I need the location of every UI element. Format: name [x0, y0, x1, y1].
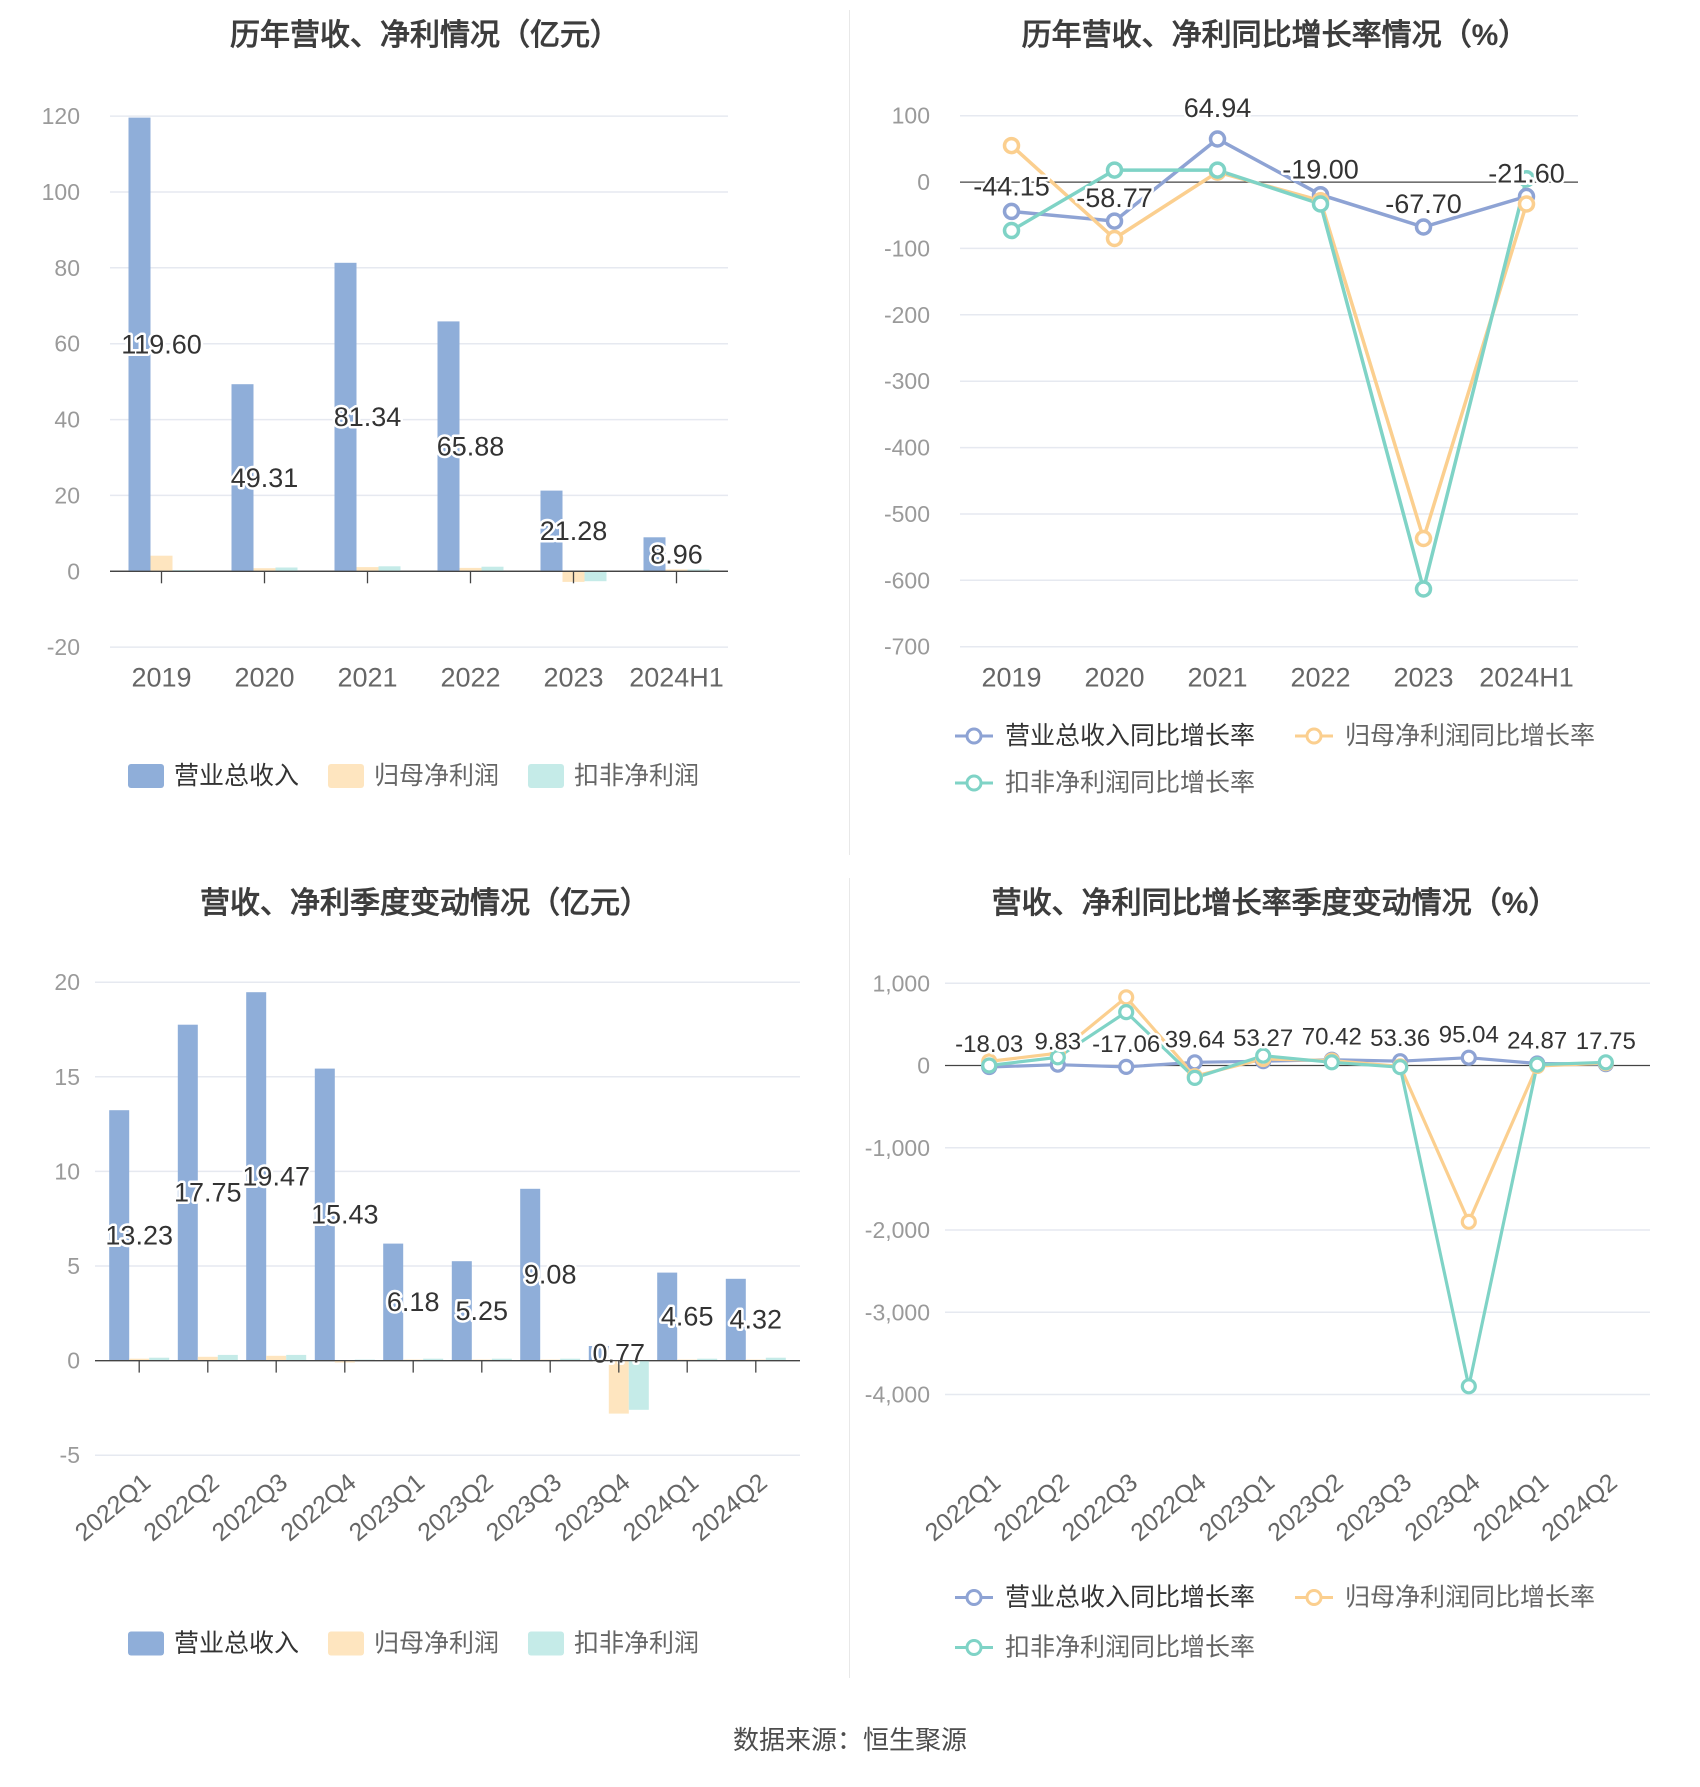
svg-text:65.88: 65.88 [437, 431, 505, 461]
svg-text:53.36: 53.36 [1370, 1025, 1430, 1052]
svg-text:0: 0 [67, 1348, 80, 1374]
svg-text:5: 5 [67, 1253, 80, 1279]
svg-text:2022: 2022 [440, 663, 500, 693]
svg-text:-4,000: -4,000 [865, 1382, 930, 1408]
svg-text:0: 0 [67, 558, 80, 584]
svg-text:64.94: 64.94 [1184, 93, 1252, 123]
svg-text:历年营收、净利同比增长率情况（%）: 历年营收、净利同比增长率情况（%） [1022, 18, 1529, 52]
svg-text:81.34: 81.34 [334, 402, 402, 432]
svg-text:-200: -200 [884, 302, 930, 328]
svg-text:15: 15 [54, 1064, 80, 1090]
svg-text:归母净利润: 归母净利润 [374, 762, 499, 790]
svg-text:119.60: 119.60 [121, 330, 202, 360]
svg-text:17.75: 17.75 [1576, 1028, 1636, 1055]
svg-text:6.18: 6.18 [387, 1287, 440, 1317]
svg-text:19.47: 19.47 [242, 1161, 310, 1191]
svg-text:归母净利润同比增长率: 归母净利润同比增长率 [1345, 722, 1595, 750]
svg-text:0: 0 [917, 1053, 930, 1079]
svg-text:13.23: 13.23 [105, 1220, 173, 1250]
svg-text:20: 20 [54, 969, 80, 995]
svg-text:100: 100 [42, 179, 80, 205]
svg-text:60: 60 [54, 331, 80, 357]
svg-text:4.65: 4.65 [661, 1302, 714, 1332]
svg-text:10: 10 [54, 1158, 80, 1184]
svg-text:营业总收入同比增长率: 营业总收入同比增长率 [1005, 722, 1255, 750]
svg-text:49.31: 49.31 [231, 463, 299, 493]
svg-text:1,000: 1,000 [872, 970, 930, 996]
svg-text:营业总收入同比增长率: 营业总收入同比增长率 [1005, 1584, 1255, 1612]
svg-text:24.87: 24.87 [1507, 1028, 1567, 1055]
svg-text:-44.15: -44.15 [973, 171, 1050, 201]
svg-text:营业总收入: 营业总收入 [174, 1630, 299, 1658]
svg-text:39.64: 39.64 [1165, 1026, 1225, 1053]
svg-text:70.42: 70.42 [1302, 1024, 1362, 1051]
svg-text:-18.03: -18.03 [955, 1031, 1023, 1058]
svg-text:2024H1: 2024H1 [1479, 663, 1574, 693]
svg-text:-300: -300 [884, 368, 930, 394]
svg-text:扣非净利润同比增长率: 扣非净利润同比增长率 [1005, 1634, 1255, 1662]
svg-text:-21.60: -21.60 [1488, 158, 1565, 188]
svg-text:2020: 2020 [234, 663, 294, 693]
svg-text:2023: 2023 [1393, 663, 1453, 693]
svg-text:2019: 2019 [131, 663, 191, 693]
svg-text:营业总收入: 营业总收入 [174, 762, 299, 790]
svg-text:-5: -5 [60, 1442, 80, 1468]
svg-text:17.75: 17.75 [174, 1178, 242, 1208]
svg-text:-17.06: -17.06 [1092, 1031, 1160, 1058]
svg-text:120: 120 [42, 103, 80, 129]
svg-text:-400: -400 [884, 435, 930, 461]
svg-text:9.83: 9.83 [1034, 1029, 1081, 1056]
svg-text:2024H1: 2024H1 [629, 663, 724, 693]
svg-text:-20: -20 [47, 634, 80, 660]
svg-text:2021: 2021 [337, 663, 397, 693]
svg-text:100: 100 [892, 103, 930, 129]
svg-text:4.32: 4.32 [730, 1305, 783, 1335]
svg-text:营收、净利同比增长率季度变动情况（%）: 营收、净利同比增长率季度变动情况（%） [992, 886, 1559, 920]
svg-text:扣非净利润同比增长率: 扣非净利润同比增长率 [1005, 769, 1255, 797]
svg-text:扣非净利润: 扣非净利润 [574, 1630, 699, 1658]
svg-text:2019: 2019 [981, 663, 1041, 693]
svg-text:5.25: 5.25 [456, 1296, 509, 1326]
svg-text:20: 20 [54, 482, 80, 508]
svg-text:归母净利润同比增长率: 归母净利润同比增长率 [1345, 1584, 1595, 1612]
svg-text:归母净利润: 归母净利润 [374, 1630, 499, 1658]
svg-text:-19.00: -19.00 [1282, 155, 1359, 185]
svg-text:扣非净利润: 扣非净利润 [574, 762, 699, 790]
svg-text:2020: 2020 [1084, 663, 1144, 693]
svg-text:-67.70: -67.70 [1385, 189, 1462, 219]
svg-text:8.96: 8.96 [650, 539, 703, 569]
svg-text:-600: -600 [884, 567, 930, 593]
svg-text:历年营收、净利情况（亿元）: 历年营收、净利情况（亿元） [230, 18, 620, 52]
svg-text:数据来源：恒生聚源: 数据来源：恒生聚源 [733, 1725, 967, 1755]
svg-text:2021: 2021 [1187, 663, 1247, 693]
svg-text:-100: -100 [884, 235, 930, 261]
svg-text:营收、净利季度变动情况（亿元）: 营收、净利季度变动情况（亿元） [200, 886, 650, 920]
svg-text:40: 40 [54, 407, 80, 433]
svg-text:-58.77: -58.77 [1076, 183, 1153, 213]
svg-text:-3,000: -3,000 [865, 1299, 930, 1325]
svg-text:0: 0 [917, 169, 930, 195]
svg-text:9.08: 9.08 [524, 1260, 577, 1290]
svg-text:-500: -500 [884, 501, 930, 527]
svg-text:80: 80 [54, 255, 80, 281]
svg-text:53.27: 53.27 [1233, 1025, 1293, 1052]
svg-text:21.28: 21.28 [540, 516, 608, 546]
svg-text:-2,000: -2,000 [865, 1217, 930, 1243]
svg-text:2023: 2023 [543, 663, 603, 693]
svg-text:95.04: 95.04 [1439, 1022, 1499, 1049]
svg-text:15.43: 15.43 [311, 1200, 379, 1230]
svg-text:2022: 2022 [1290, 663, 1350, 693]
svg-text:-700: -700 [884, 634, 930, 660]
svg-text:-1,000: -1,000 [865, 1135, 930, 1161]
